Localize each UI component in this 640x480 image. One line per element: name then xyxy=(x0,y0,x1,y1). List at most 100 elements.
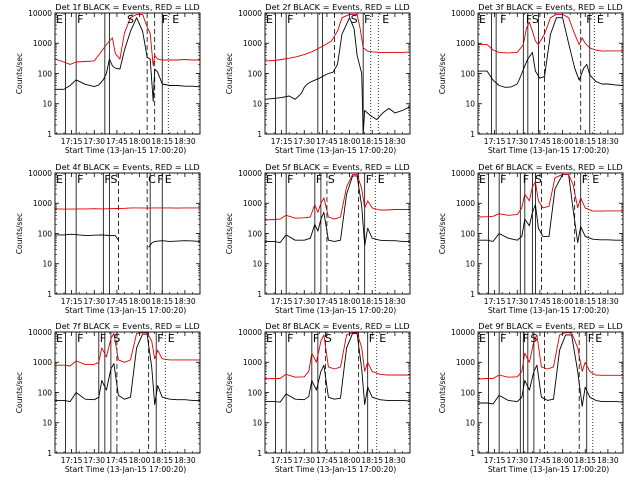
y-tick-label: 100 xyxy=(248,69,263,78)
y-axis-title: Counts/sec xyxy=(438,53,447,94)
event-marker-label: S xyxy=(110,173,117,186)
y-tick-label: 10 xyxy=(42,100,52,109)
x-axis-title: Start Time (13-Jan-15 17:00:20) xyxy=(65,146,186,155)
event-marker-label: E xyxy=(56,13,63,26)
y-axis-title: Counts/sec xyxy=(438,372,447,413)
x-tick-label: 17:15 xyxy=(61,137,83,146)
y-tick-label: 100 xyxy=(461,388,476,397)
y-tick-label: 100 xyxy=(38,388,53,397)
y-tick-label: 100 xyxy=(38,69,53,78)
y-tick-label: 100 xyxy=(248,229,263,238)
y-tick-label: 10000 xyxy=(238,328,262,337)
lld-series-line xyxy=(54,13,200,67)
x-axis-title: Start Time (13-Jan-15 17:00:20) xyxy=(488,146,609,155)
y-tick-label: 100 xyxy=(248,388,263,397)
panel-title: Det 7f BLACK = Events, RED = LLD xyxy=(55,321,199,331)
y-tick-label: 10000 xyxy=(28,169,52,178)
event-marker-label: F xyxy=(369,332,375,345)
plot-frame xyxy=(477,12,624,135)
events-series-line xyxy=(478,17,624,88)
event-marker-label: E xyxy=(597,13,604,26)
plot-frame xyxy=(264,172,411,295)
x-axis-title: Start Time (13-Jan-15 17:00:20) xyxy=(275,306,396,315)
y-tick-label: 1 xyxy=(47,130,52,139)
y-tick-label: 1000 xyxy=(33,358,52,367)
y-tick-label: 1000 xyxy=(456,358,475,367)
x-tick-label: 17:30 xyxy=(506,456,528,465)
y-axis-title: Counts/sec xyxy=(438,213,447,254)
event-marker-label: F xyxy=(77,173,83,186)
event-marker-label: S xyxy=(127,13,134,26)
y-tick-label: 1000 xyxy=(33,199,52,208)
event-marker-label: F xyxy=(582,173,588,186)
panel-title: Det 9f BLACK = Events, RED = LLD xyxy=(478,321,622,331)
x-tick-label: 18:00 xyxy=(552,456,574,465)
x-tick-label: 17:45 xyxy=(106,456,128,465)
event-marker-label: E xyxy=(266,332,273,345)
event-marker-label: E xyxy=(56,332,63,345)
event-marker-label: F xyxy=(586,13,592,26)
x-tick-label: 17:45 xyxy=(529,137,551,146)
y-axis-title: Counts/sec xyxy=(225,53,234,94)
x-tick-label: 18:15 xyxy=(151,137,173,146)
event-marker-label: F xyxy=(157,173,163,186)
panel-title: Det 8f BLACK = Events, RED = LLD xyxy=(265,321,409,331)
event-marker-label: S xyxy=(530,332,537,345)
lld-series-line xyxy=(55,332,200,367)
event-marker-label: F xyxy=(364,13,370,26)
event-marker-label: E xyxy=(592,173,599,186)
x-tick-label: 18:15 xyxy=(361,137,383,146)
y-tick-label: 1 xyxy=(257,130,262,139)
y-tick-label: 1 xyxy=(47,290,52,299)
event-marker-label: S xyxy=(113,332,120,345)
y-tick-label: 1000 xyxy=(33,39,52,48)
y-axis-title: Counts/sec xyxy=(15,372,24,413)
x-axis-title: Start Time (13-Jan-15 17:00:20) xyxy=(275,146,396,155)
event-marker-label: F xyxy=(77,13,83,26)
y-tick-label: 10 xyxy=(465,100,475,109)
detector-panel: Det 1f BLACK = Events, RED = LLD 1 10 100 10… xyxy=(15,2,201,155)
x-tick-label: 17:15 xyxy=(61,456,83,465)
x-tick-label: 17:30 xyxy=(83,297,105,306)
event-marker-label: F xyxy=(588,332,594,345)
x-axis-title: Start Time (13-Jan-15 17:00:20) xyxy=(275,465,396,474)
x-tick-label: 18:30 xyxy=(174,137,196,146)
x-tick-label: 18:30 xyxy=(174,456,196,465)
y-tick-label: 1 xyxy=(470,449,475,458)
event-marker-label: F xyxy=(77,332,83,345)
x-tick-label: 17:45 xyxy=(529,456,551,465)
events-series-line xyxy=(265,332,411,405)
event-marker-label: E xyxy=(56,173,63,186)
event-marker-label: S xyxy=(535,173,542,186)
x-tick-label: 17:30 xyxy=(83,137,105,146)
y-tick-label: 10000 xyxy=(451,169,475,178)
x-axis-title: Start Time (13-Jan-15 17:00:20) xyxy=(488,306,609,315)
x-tick-label: 18:00 xyxy=(552,137,574,146)
x-tick-label: 18:00 xyxy=(339,137,361,146)
y-tick-label: 10 xyxy=(252,419,262,428)
y-axis-title: Counts/sec xyxy=(225,213,234,254)
x-tick-label: 17:45 xyxy=(106,137,128,146)
event-marker-label: E xyxy=(382,13,389,26)
event-marker-label: F xyxy=(313,332,319,345)
event-marker-label: F xyxy=(523,332,529,345)
event-marker-label: F xyxy=(100,332,106,345)
x-tick-label: 17:30 xyxy=(293,137,315,146)
event-marker-label: E xyxy=(479,332,486,345)
y-tick-label: 100 xyxy=(461,69,476,78)
panel-title: Det 3f BLACK = Events, RED = LLD xyxy=(478,2,622,12)
y-tick-label: 10000 xyxy=(451,9,475,18)
x-tick-label: 18:00 xyxy=(339,456,361,465)
x-tick-label: 17:15 xyxy=(271,297,293,306)
lld-series-line xyxy=(477,332,623,380)
panel-title: Det 2f BLACK = Events, RED = LLD xyxy=(265,2,409,12)
panel-title: Det 5f BLACK = Events, RED = LLD xyxy=(265,162,409,172)
y-tick-label: 1000 xyxy=(243,358,262,367)
x-tick-label: 18:15 xyxy=(361,456,383,465)
x-tick-label: 17:30 xyxy=(293,297,315,306)
panel-title: Det 1f BLACK = Events, RED = LLD xyxy=(55,2,199,12)
x-tick-label: 17:15 xyxy=(484,456,506,465)
y-tick-label: 1 xyxy=(470,290,475,299)
x-tick-label: 17:45 xyxy=(316,137,338,146)
y-tick-label: 10 xyxy=(465,419,475,428)
